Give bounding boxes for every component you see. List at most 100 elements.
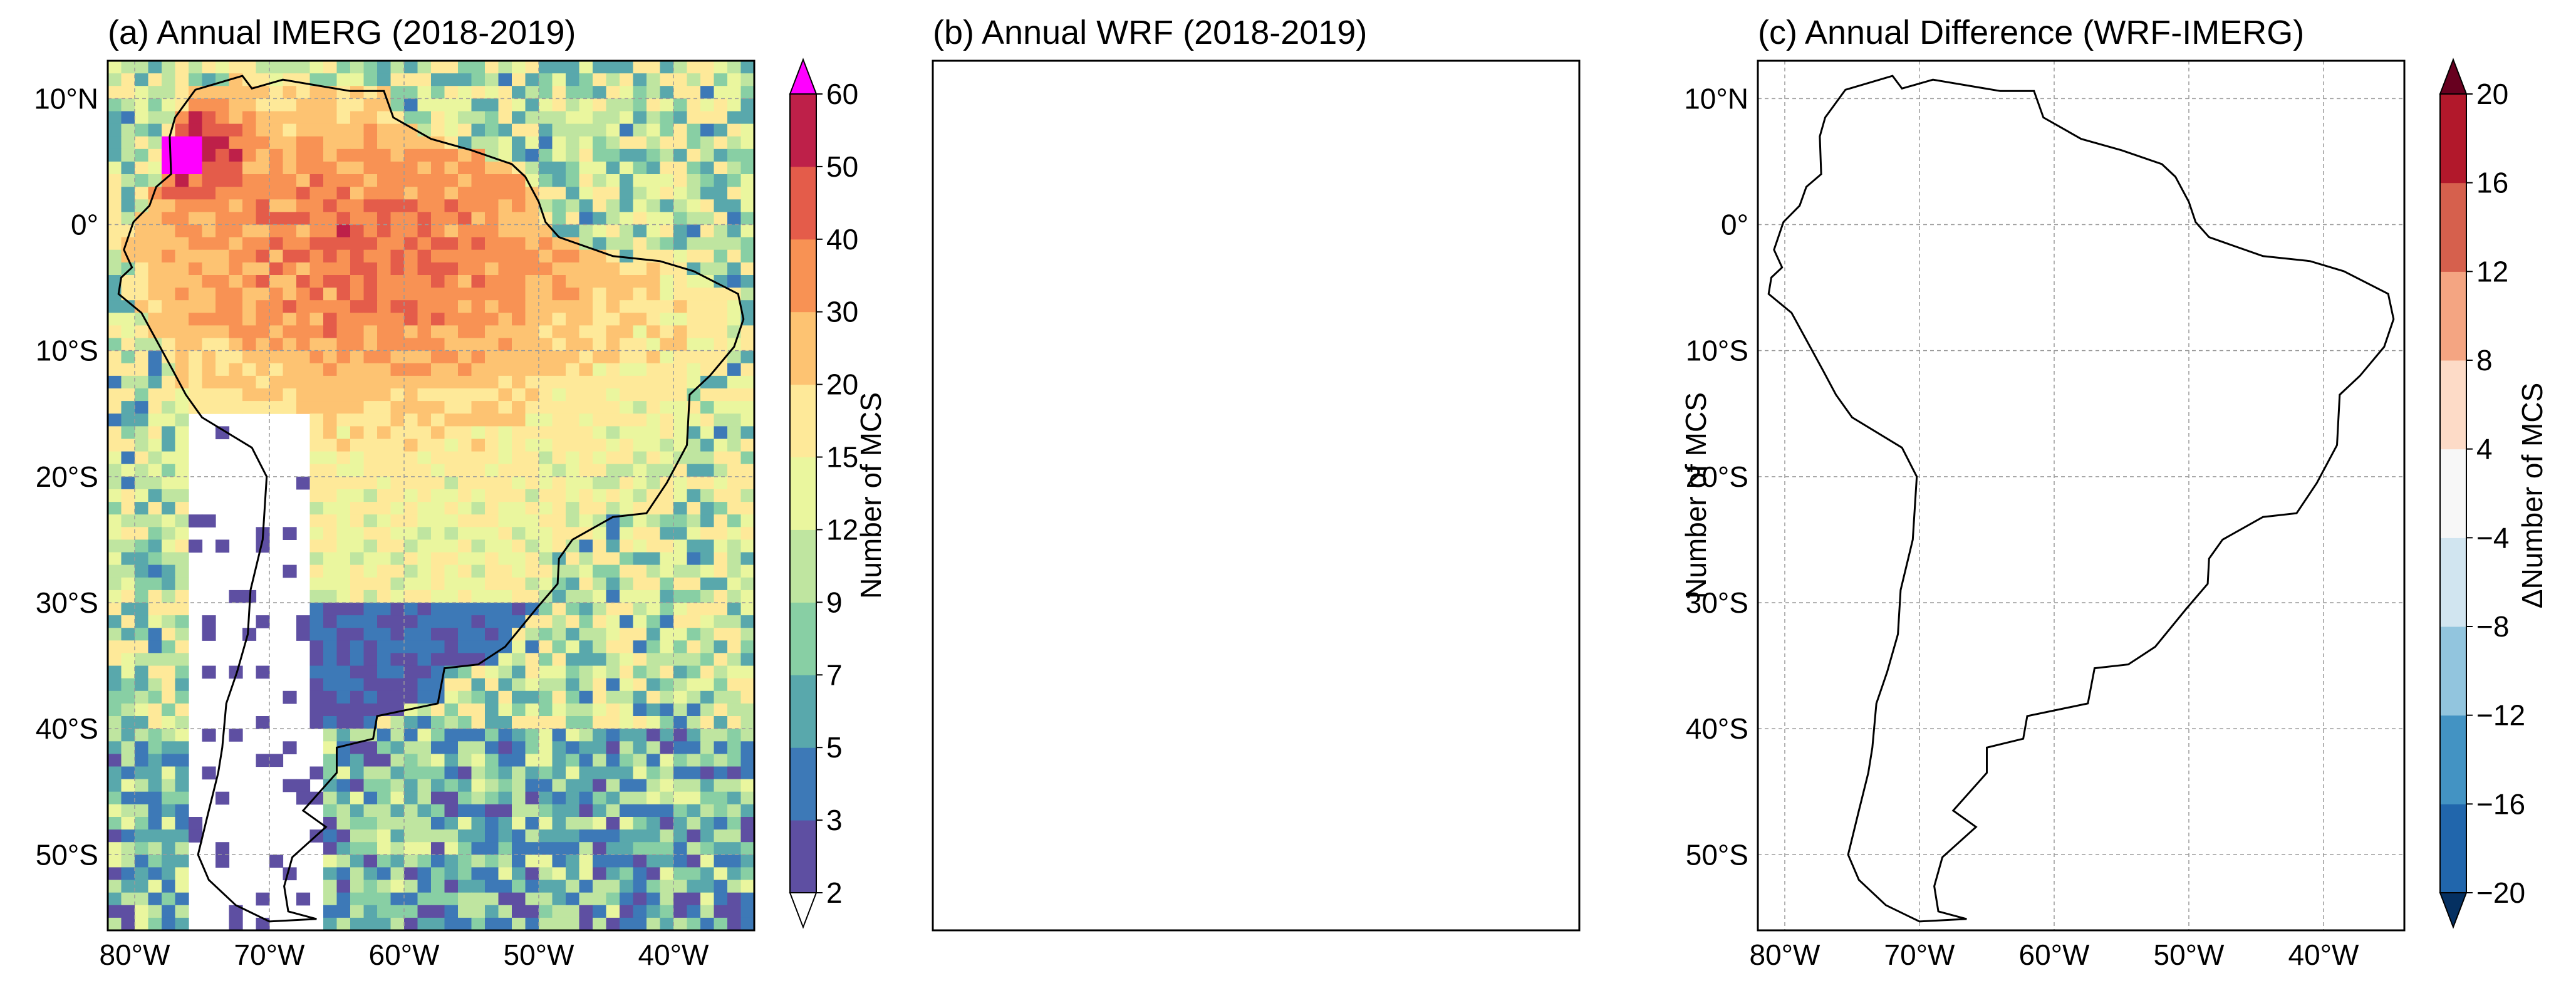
map-cell	[1866, 489, 1879, 502]
map-cell	[2027, 477, 2041, 490]
map-cell	[2095, 275, 2109, 288]
map-cell	[512, 779, 526, 793]
map-cell	[1812, 98, 1826, 112]
map-cell	[1799, 376, 1812, 389]
map-cell	[714, 237, 728, 251]
map-cell	[2350, 413, 2364, 427]
map-cell	[1812, 553, 1826, 566]
map-cell	[485, 892, 499, 906]
map-cell	[1933, 376, 1947, 389]
map-cell	[647, 729, 661, 742]
map-cell	[1799, 288, 1812, 301]
map-cell	[606, 678, 620, 692]
map-cell	[377, 867, 392, 881]
map-cell	[444, 855, 459, 868]
map-cell	[633, 476, 647, 490]
map-cell	[1893, 199, 1906, 212]
map-cell	[1893, 502, 1906, 515]
map-cell	[148, 905, 162, 918]
map-cell	[2149, 250, 2163, 263]
map-cell	[1758, 325, 1772, 338]
map-cell	[417, 690, 432, 704]
map-cell	[444, 690, 459, 704]
map-cell	[647, 61, 661, 74]
map-cell	[539, 842, 553, 855]
map-cell	[1919, 162, 1933, 175]
map-cell	[620, 615, 634, 628]
map-cell	[647, 665, 661, 679]
map-cell	[1906, 149, 1920, 162]
map-cell	[2027, 262, 2041, 276]
map-cell	[458, 187, 472, 200]
map-cell	[121, 275, 135, 288]
map-cell	[1973, 250, 1987, 263]
map-cell	[498, 476, 512, 490]
map-cell	[2270, 98, 2283, 112]
map-cell	[1987, 439, 2001, 452]
map-cell	[620, 489, 634, 502]
map-cell	[350, 640, 365, 653]
map-cell	[2216, 73, 2230, 86]
map-cell	[2310, 338, 2324, 351]
map-cell	[633, 136, 647, 150]
map-cell	[336, 161, 351, 175]
map-cell	[2149, 514, 2163, 527]
map-cell	[2176, 477, 2189, 490]
map-cell	[512, 111, 526, 125]
map-cell	[647, 375, 661, 389]
map-cell	[512, 603, 526, 616]
map-cell	[2377, 199, 2391, 212]
map-cell	[1785, 199, 1799, 212]
map-cell	[2350, 477, 2364, 490]
map-cell	[148, 212, 162, 226]
colorbar-tick-label: 5	[826, 731, 843, 764]
map-cell	[2122, 477, 2136, 490]
map-cell	[417, 224, 432, 238]
map-cell	[2122, 212, 2136, 225]
map-cell	[498, 288, 512, 301]
map-cell	[390, 313, 405, 326]
map-cell	[1812, 73, 1826, 86]
map-cell	[498, 249, 512, 263]
map-cell	[2014, 565, 2028, 578]
map-cell	[620, 325, 634, 339]
map-cell	[740, 313, 754, 326]
map-cell	[363, 779, 378, 793]
map-cell	[471, 539, 486, 553]
map-cell	[309, 464, 324, 477]
map-cell	[579, 224, 593, 238]
map-cell	[1772, 553, 1785, 566]
map-cell	[606, 313, 620, 326]
map-cell	[458, 867, 472, 881]
map-cell	[593, 741, 607, 754]
map-cell	[135, 325, 149, 339]
map-cell	[1772, 174, 1785, 187]
map-cell	[2364, 401, 2378, 414]
map-cell	[2176, 199, 2189, 212]
map-cell	[1960, 477, 1974, 490]
map-cell	[498, 766, 512, 780]
map-cell	[740, 804, 754, 818]
map-cell	[296, 791, 311, 805]
map-cell	[687, 451, 701, 465]
map-cell	[1879, 61, 1893, 74]
map-cell	[162, 653, 176, 667]
map-cell	[336, 98, 351, 112]
map-cell	[1812, 250, 1826, 263]
map-cell	[121, 212, 135, 226]
map-cell	[1933, 187, 1947, 200]
map-cell	[2135, 187, 2149, 200]
map-cell	[202, 300, 216, 313]
map-cell	[579, 174, 593, 187]
map-cell	[1960, 338, 1974, 351]
map-cell	[323, 729, 338, 742]
map-cell	[512, 690, 526, 704]
map-cell	[552, 690, 566, 704]
map-cell	[687, 842, 701, 855]
map-cell	[660, 237, 674, 251]
map-cell	[620, 514, 634, 527]
map-cell	[700, 527, 715, 540]
map-cell	[539, 867, 553, 881]
map-cell	[2257, 275, 2270, 288]
map-cell	[2257, 376, 2270, 389]
